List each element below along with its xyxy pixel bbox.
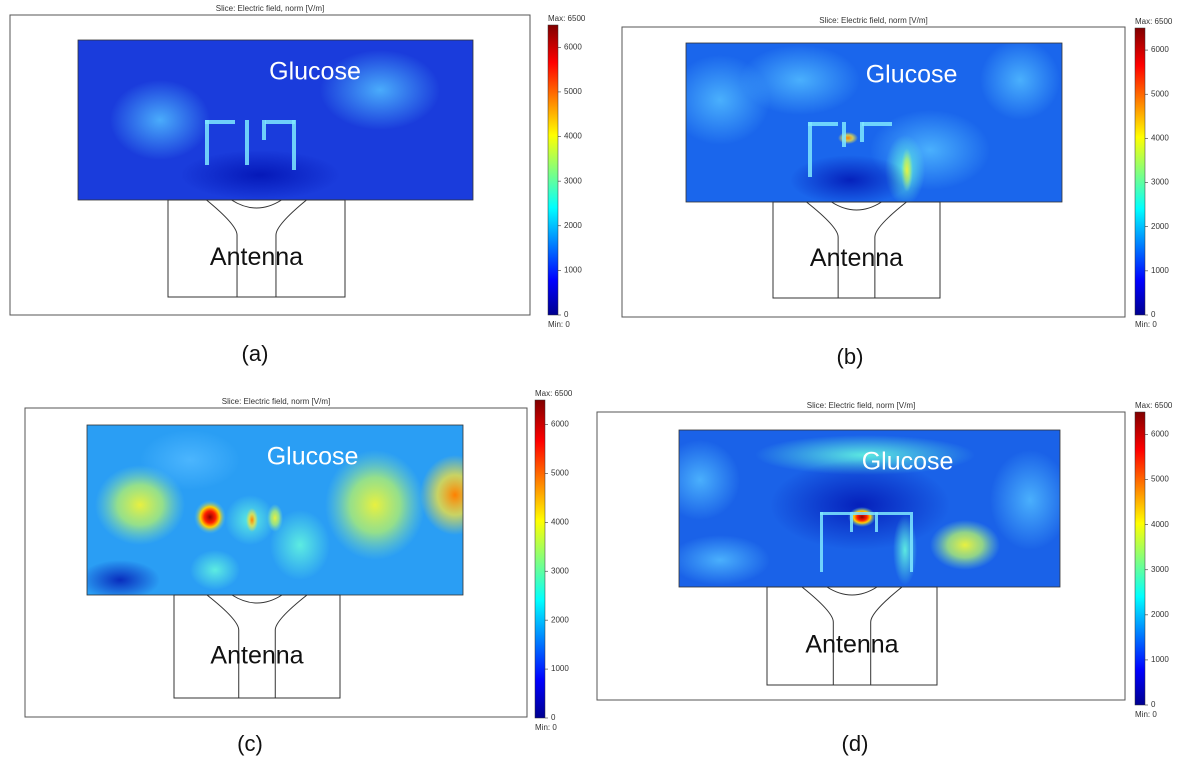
field-edge [265, 120, 295, 124]
antenna-label: Antenna [210, 641, 303, 669]
field-blob [80, 560, 160, 600]
antenna-label: Antenna [810, 244, 903, 272]
figure: Slice: Electric field, norm [V/m] Glucose… [0, 0, 1180, 765]
field-blob [740, 45, 860, 115]
colorbar-tick-label: 1000 [1151, 266, 1169, 275]
field-edge [875, 512, 878, 532]
field-blob [267, 504, 283, 532]
antenna-label: Antenna [210, 243, 303, 271]
field-edge [262, 120, 266, 140]
colorbar [535, 400, 545, 718]
colorbar-tick-label: 2000 [1151, 222, 1169, 231]
colorbar-tick-label: 4000 [564, 132, 582, 141]
glucose-label: Glucose [269, 58, 361, 86]
colorbar-tick-label: 5000 [1151, 89, 1169, 98]
panel: Slice: Electric field, norm [V/m] Glucose… [597, 401, 1173, 756]
colorbar [1135, 412, 1145, 705]
colorbar [1135, 28, 1145, 315]
colorbar-min: Min: 0 [548, 320, 570, 329]
field-edge [860, 122, 864, 142]
colorbar-max: Max: 6500 [548, 14, 586, 23]
colorbar-min: Min: 0 [1135, 320, 1157, 329]
antenna-label: Antenna [805, 630, 898, 658]
field-edge [842, 122, 846, 147]
field-edge [808, 122, 812, 177]
field-blob [990, 450, 1070, 550]
panel-caption: (a) [242, 341, 269, 366]
field-blob [893, 515, 917, 585]
field-edge [820, 512, 823, 572]
colorbar-tick-label: 0 [1151, 700, 1156, 709]
field-blob [190, 550, 240, 590]
field-blob [180, 150, 340, 200]
panel: Slice: Electric field, norm [V/m] Glucose… [25, 389, 573, 756]
colorbar-tick-label: 2000 [564, 221, 582, 230]
colorbar-tick-label: 3000 [551, 566, 569, 575]
colorbar-tick-label: 6000 [1151, 45, 1169, 54]
field-edge [245, 120, 249, 165]
field-edge [910, 512, 913, 572]
field-blob [110, 80, 210, 160]
colorbar-max: Max: 6500 [1135, 401, 1173, 410]
field-edge [820, 512, 910, 515]
panel-title: Slice: Electric field, norm [V/m] [819, 16, 927, 25]
colorbar-tick-label: 1000 [1151, 655, 1169, 664]
panel: Slice: Electric field, norm [V/m] Glucose… [10, 4, 586, 366]
colorbar-tick-label: 3000 [1151, 565, 1169, 574]
field-edge [292, 120, 296, 170]
field-blob [838, 132, 858, 144]
panel-title: Slice: Electric field, norm [V/m] [216, 4, 324, 13]
glucose-label: Glucose [267, 443, 359, 471]
colorbar-tick-label: 4000 [551, 517, 569, 526]
colorbar-tick-label: 1000 [564, 265, 582, 274]
colorbar [548, 25, 558, 315]
colorbar-tick-label: 4000 [1151, 520, 1169, 529]
colorbar-tick-label: 6000 [1151, 430, 1169, 439]
field-blob [980, 40, 1060, 120]
colorbar-tick-label: 5000 [1151, 475, 1169, 484]
colorbar-tick-label: 2000 [551, 615, 569, 624]
colorbar-tick-label: 3000 [564, 176, 582, 185]
field-blob [140, 430, 240, 490]
colorbar-max: Max: 6500 [1135, 17, 1173, 26]
field-blob [246, 508, 258, 532]
colorbar-tick-label: 6000 [564, 42, 582, 51]
panel: Slice: Electric field, norm [V/m] Glucose… [622, 16, 1173, 369]
field-blob [670, 535, 770, 585]
colorbar-tick-label: 4000 [1151, 133, 1169, 142]
colorbar-tick-label: 0 [551, 713, 556, 722]
field-edge [808, 122, 838, 126]
colorbar-tick-label: 3000 [1151, 178, 1169, 187]
field-edge [862, 122, 892, 126]
colorbar-min: Min: 0 [535, 723, 557, 732]
colorbar-min: Min: 0 [1135, 710, 1157, 719]
colorbar-tick-label: 2000 [1151, 610, 1169, 619]
colorbar-tick-label: 5000 [551, 468, 569, 477]
panel-caption: (c) [237, 731, 263, 756]
field-edge [205, 120, 235, 124]
colorbar-tick-label: 0 [564, 310, 569, 319]
panel-title: Slice: Electric field, norm [V/m] [807, 401, 915, 410]
glucose-label: Glucose [862, 448, 954, 476]
colorbar-max: Max: 6500 [535, 389, 573, 398]
field-blob [194, 500, 226, 534]
field-edge [850, 512, 853, 532]
panel-caption: (d) [842, 731, 869, 756]
field-blob [930, 520, 1000, 570]
panel-caption: (b) [837, 344, 864, 369]
panel-title: Slice: Electric field, norm [V/m] [222, 397, 330, 406]
colorbar-tick-label: 0 [1151, 310, 1156, 319]
glucose-label: Glucose [866, 61, 958, 89]
colorbar-tick-label: 1000 [551, 664, 569, 673]
colorbar-tick-label: 6000 [551, 420, 569, 429]
field-edge [205, 120, 209, 165]
colorbar-tick-label: 5000 [564, 87, 582, 96]
